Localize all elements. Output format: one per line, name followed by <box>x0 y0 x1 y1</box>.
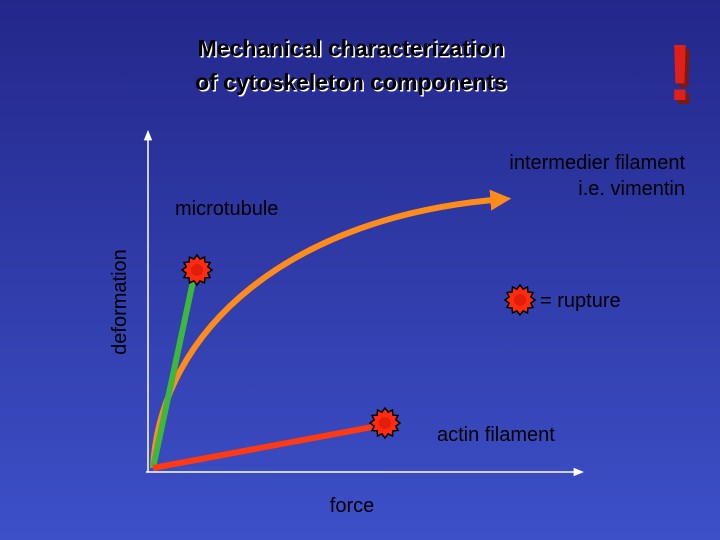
label: = rupture <box>540 290 621 312</box>
title-shadow: Mechanical characterization <box>199 37 506 63</box>
label: i.e. vimentin <box>578 178 685 200</box>
label: intermedier filament <box>509 152 685 174</box>
actin-line <box>152 422 384 471</box>
microtubule-line <box>150 271 198 469</box>
x-axis-label: force <box>330 495 374 517</box>
exclamation: ! <box>667 28 694 117</box>
y-axis-label: deformation <box>109 249 131 355</box>
title-shadow: of cytoskeleton components <box>197 71 509 97</box>
title-line: Mechanical characterization <box>198 35 505 61</box>
title-line: of cytoskeleton components <box>195 69 507 95</box>
label: actin filament <box>437 424 555 446</box>
exclamation-shadow: ! <box>671 32 698 121</box>
label: microtubule <box>175 198 278 220</box>
